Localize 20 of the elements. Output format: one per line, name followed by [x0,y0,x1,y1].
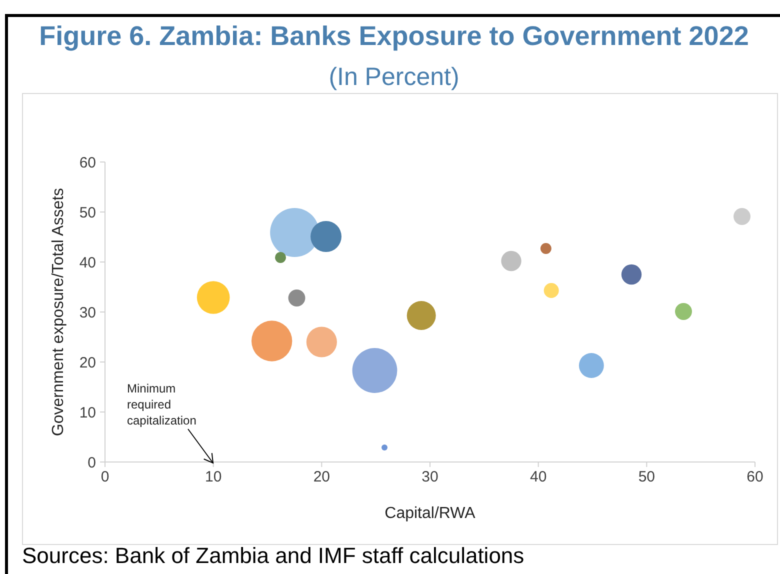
y-axis-title: Government exposure/Total Assets [50,188,67,436]
y-tick-label: 60 [79,154,96,172]
chart-title: Figure 6. Zambia: Banks Exposure to Government 2022 [38,20,750,52]
x-tick-label: 40 [530,468,547,486]
y-tick-label: 10 [79,404,96,422]
x-tick-label: 30 [422,468,438,486]
x-tick-label: 0 [100,468,110,486]
y-tick-label: 40 [79,254,96,272]
x-tick-label: 60 [746,468,764,486]
source-note: Sources: Bank of Zambia and IMF staff calculations [22,542,524,570]
y-tick-label: 50 [79,204,96,222]
x-tick-label: 10 [204,468,222,486]
y-tick-label: 30 [79,304,96,322]
chart-subtitle: (In Percent) [328,62,460,92]
x-tick-label: 20 [313,468,330,486]
annotation: Minimum required capitalization [127,382,196,428]
x-tick-label: 50 [638,468,656,486]
y-tick-label: 0 [88,454,96,472]
x-axis-title: Capital/RWA [384,505,476,522]
y-tick-label: 20 [79,354,96,372]
